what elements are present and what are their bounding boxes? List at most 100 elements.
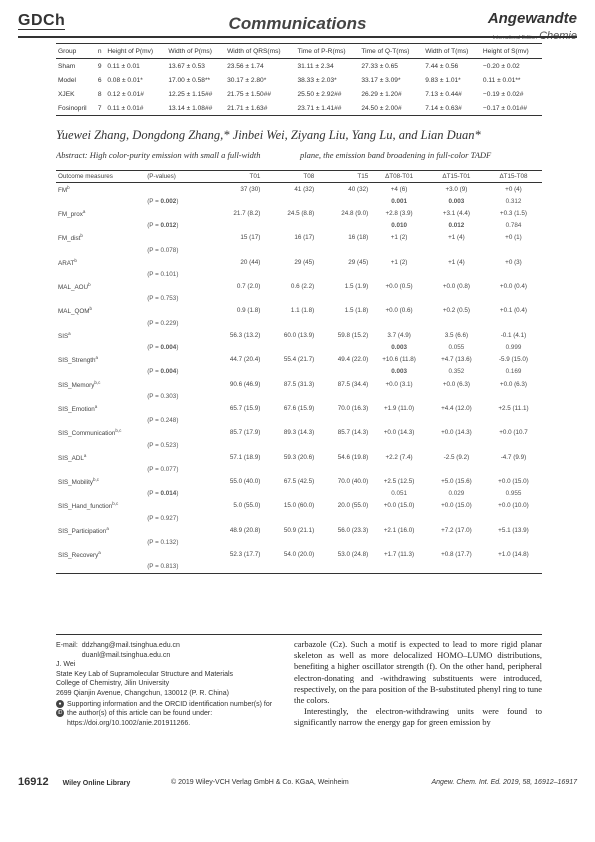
table-cell — [145, 354, 208, 366]
footnote-marker: a — [68, 330, 71, 336]
footnote-marker: b — [67, 184, 70, 190]
table-cell: 8 — [97, 90, 102, 98]
table-cell — [145, 378, 208, 390]
table-cell: +3.1 (4.4) — [442, 209, 470, 217]
table-row: SIS_Strengtha 44.7 (20.4) 55.4 (21.7) 49.4 … — [56, 354, 542, 366]
table-cell: 0.11 ± 0.01# — [107, 104, 144, 112]
table-cell: 21.71 ± 1.63# — [227, 104, 268, 112]
table-cell — [262, 195, 316, 207]
p-value-row: (P = 0.927) — [56, 512, 542, 524]
table-cell: +7.2 (17.0) — [441, 526, 472, 534]
p-value-cell: (P = 0.927) — [147, 514, 179, 522]
table-cell: 59.8 (15.2) — [337, 331, 369, 339]
measure-name: MAL_AOU — [58, 284, 89, 292]
table-cell: +5.0 (15.6) — [441, 478, 472, 486]
column-header: T08 — [303, 173, 315, 180]
table-cell: 17.00 ± 0.58** — [168, 76, 211, 84]
footnote-marker: b — [80, 233, 83, 239]
table-cell: Sham — [58, 62, 76, 70]
p-value-cell: (P = 0.078) — [147, 246, 179, 254]
column-header: ΔT08-T01 — [385, 173, 414, 180]
table-cell — [56, 415, 145, 427]
table-cell: +0.0 (15.0) — [498, 478, 529, 486]
pairwise-p-value — [428, 317, 485, 329]
p-value-row: (P = 0.077) — [56, 463, 542, 475]
correspondence-block: E-mail: ddzhang@mail.tsinghua.edu.cn dua… — [56, 641, 281, 728]
table-cell — [56, 293, 145, 305]
table-cell — [262, 488, 316, 500]
table-cell: −0.17 ± 0.01## — [482, 104, 528, 112]
header-rule — [18, 36, 577, 38]
table-cell: +4.4 (12.0) — [441, 404, 472, 412]
pairwise-p-value — [370, 317, 428, 329]
table-cell — [262, 341, 316, 353]
column-header: Outcome measures — [58, 173, 113, 180]
measure-name-cell: MAL_QOMb — [56, 305, 145, 317]
table-cell: 33.17 ± 3.09* — [361, 76, 401, 84]
measure-name: FM_prox — [58, 211, 83, 219]
pairwise-p-value — [485, 268, 542, 280]
footnote-marker: a — [82, 208, 86, 214]
email-link[interactable]: duanl@mail.tsinghua.edu.cn — [81, 651, 171, 659]
pairwise-p-value — [428, 415, 485, 427]
doi-link[interactable]: https://doi.org/10.1002/anie.201911266. — [67, 719, 191, 727]
pairwise-p-value — [485, 439, 542, 451]
p-value-cell: (P = 0.101) — [147, 270, 179, 278]
p-value-cell: (P = 0.753) — [147, 295, 179, 303]
p-value: 0.014 — [160, 490, 177, 498]
table-cell: +0.0 (15.0) — [383, 502, 415, 510]
measure-name-cell: SIS_Mobilityb,c — [56, 476, 145, 488]
body-text: carbazole (Cz). Such a motif is expected… — [294, 639, 542, 729]
p-value-cell: (P = 0.014) — [147, 490, 179, 498]
p-value: 0.101 — [160, 270, 177, 278]
p-value-row: (P = 0.078) — [56, 244, 542, 256]
pairwise-p-value — [370, 415, 428, 427]
email-link[interactable]: ddzhang@mail.tsinghua.edu.cn — [81, 642, 180, 649]
abstract-col2: plane, the emission band broadening in f… — [300, 150, 492, 160]
table-cell — [316, 317, 370, 329]
table-cell: 54.0 (20.0) — [283, 551, 315, 559]
table-cell: +4 (6) — [390, 185, 408, 193]
pairwise-p-value — [370, 536, 428, 548]
table-cell: 29 (45) — [294, 258, 315, 266]
table-cell — [208, 439, 262, 451]
p-value: 0.012 — [160, 222, 177, 230]
pairwise-p-value — [485, 317, 542, 329]
table-cell: 0.08 ± 0.01* — [107, 76, 143, 84]
table-cell — [262, 536, 316, 548]
table-row: XJEK 8 0.12 ± 0.01# 12.25 ± 1.15## 21.75 ± 1… — [56, 87, 542, 101]
p-value-row: (P = 0.523) — [56, 439, 542, 451]
p-value: 0.078 — [160, 246, 177, 254]
affiliation-college: College of Chemistry, Jilin University — [56, 680, 170, 688]
copyright: © 2019 Wiley-VCH Verlag GmbH & Co. KGaA,… — [171, 779, 349, 786]
table-cell: 87.5 (31.3) — [283, 380, 315, 388]
table-cell — [208, 268, 262, 280]
table-cell: +1 (4) — [448, 234, 465, 242]
measure-name: SIS_Recovery — [58, 552, 99, 560]
table-cell — [208, 536, 262, 548]
table-cell — [56, 244, 145, 256]
table-cell — [262, 561, 316, 574]
pairwise-p-value — [370, 293, 428, 305]
p-value-cell: (P = 0.229) — [147, 319, 179, 327]
measure-name-cell: MAL_AOUb — [56, 281, 145, 293]
measure-name-cell: SIS_Memoryb,c — [56, 378, 145, 390]
measure-name: SIS_Emotion — [58, 406, 95, 414]
table-cell: 7 — [97, 104, 102, 112]
p-value-cell: (P = 0.303) — [147, 392, 179, 400]
table-cell — [316, 561, 370, 574]
supporting-info: ● iD Supporting information and the ORCI… — [56, 699, 281, 729]
pairwise-p-value — [428, 244, 485, 256]
library-name[interactable]: Wiley Online Library — [62, 780, 131, 787]
p-value-cell: (P = 0.012) — [147, 222, 179, 230]
p-value-cell: (P = 0.813) — [147, 563, 179, 571]
table-cell: +4.7 (13.6) — [441, 356, 472, 364]
column-header: Height of P(mv) — [107, 47, 154, 55]
measure-name-cell: SISa — [56, 329, 145, 341]
table-cell: Model — [58, 76, 76, 84]
table-cell: +0 (1) — [505, 234, 522, 242]
table-cell — [316, 244, 370, 256]
table-cell: 0.6 (2.2) — [290, 283, 315, 291]
table-cell: 70.0 (40.0) — [337, 478, 369, 486]
table-cell — [208, 341, 262, 353]
